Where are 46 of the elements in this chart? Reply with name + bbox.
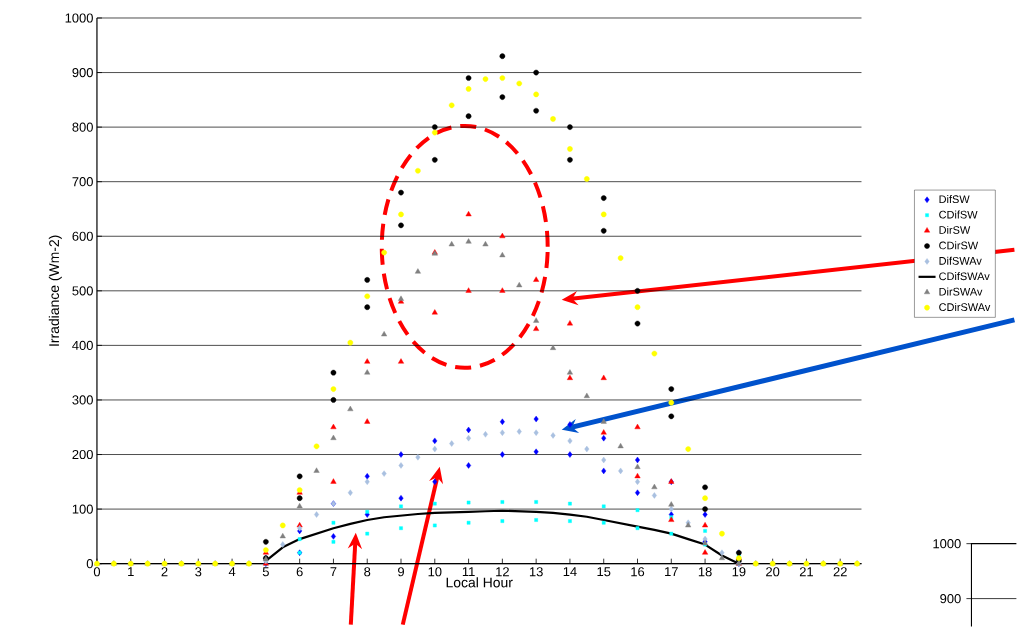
legend-label: CDirSWAv — [939, 302, 991, 311]
x-tick-label: 12 — [496, 567, 509, 577]
legend-label: DirSW — [939, 225, 971, 234]
x-tick-label: 21 — [799, 567, 813, 577]
x-tick-label: 13 — [529, 567, 543, 577]
y-tick-label: 600 — [72, 231, 93, 241]
x-tick-label: 16 — [631, 567, 645, 577]
x-tick-label: 11 — [462, 567, 475, 576]
y-tick-label: 800 — [72, 122, 93, 132]
y-tick-label: 400 — [72, 340, 93, 350]
y-tick-label: 100 — [72, 504, 93, 514]
x-tick-label: 15 — [597, 567, 611, 577]
text: 900 — [940, 593, 961, 604]
y-tick-label: 200 — [72, 449, 93, 459]
x-axis-title: Local Hour — [446, 577, 513, 588]
y-tick-label: 500 — [72, 286, 93, 296]
x-tick-label: 0 — [93, 567, 101, 577]
y-tick-label: 900 — [72, 67, 93, 78]
x-tick-label: 1 — [128, 567, 134, 576]
x-tick-label: 4 — [228, 567, 236, 576]
y-axis-title: Irradiance (Wm-2) — [48, 235, 62, 346]
x-tick-label: 17 — [665, 567, 678, 576]
legend-label: CDifSWAv — [939, 272, 990, 281]
x-tick-label: 9 — [398, 567, 404, 577]
legend-label: DirSWAv — [939, 287, 983, 296]
legend-label: DifSW — [939, 194, 970, 203]
x-tick-label: 5 — [262, 567, 269, 577]
x-tick-label: 20 — [766, 567, 780, 577]
x-tick-label: 22 — [833, 567, 847, 577]
legend-label: DifSWAv — [939, 256, 982, 265]
y-tick-label: 300 — [72, 395, 93, 405]
x-tick-label: 3 — [195, 567, 202, 577]
legend-label: CDirSW — [939, 241, 979, 250]
x-tick-label: 19 — [732, 567, 746, 577]
x-tick-label: 6 — [296, 567, 303, 577]
x-tick-label: 8 — [364, 567, 371, 577]
y-tick-label: 0 — [86, 558, 93, 569]
text: 1000 — [933, 538, 961, 549]
x-tick-label: 2 — [161, 567, 168, 577]
legend-label: CDifSW — [939, 210, 978, 219]
x-tick-label: 7 — [330, 567, 337, 576]
x-tick-label: 14 — [563, 567, 577, 576]
x-tick-label: 10 — [428, 567, 442, 577]
y-tick-label: 700 — [72, 176, 93, 187]
y-tick-label: 1000 — [65, 13, 93, 23]
x-tick-label: 18 — [698, 567, 712, 577]
